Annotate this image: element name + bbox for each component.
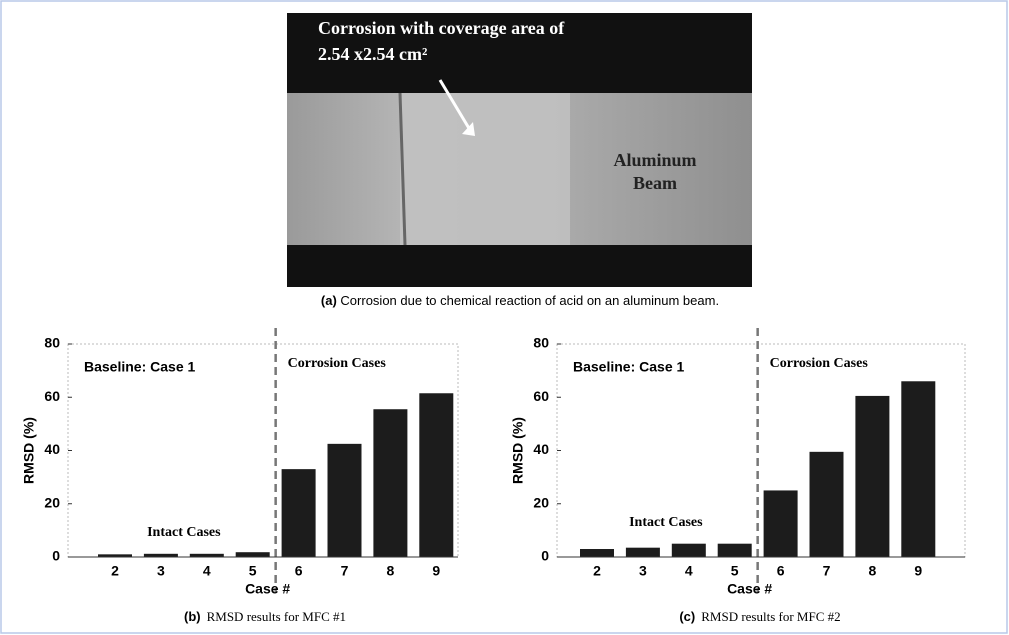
bar — [419, 393, 453, 557]
y-tick-label: 0 — [52, 548, 60, 564]
x-tick-label: 2 — [111, 563, 119, 579]
y-axis-label: RMSD (%) — [510, 417, 526, 484]
y-tick-label: 40 — [533, 441, 549, 457]
x-tick-label: 6 — [295, 563, 303, 579]
photo-annotation: Corrosion with coverage area of — [318, 18, 565, 38]
y-tick-label: 60 — [44, 388, 60, 404]
x-tick-label: 4 — [685, 563, 693, 579]
annotation: Intact Cases — [147, 525, 221, 540]
x-tick-label: 7 — [341, 563, 349, 579]
y-tick-label: 60 — [533, 388, 549, 404]
caption: (a) Corrosion due to chemical reaction o… — [321, 293, 719, 308]
y-tick-label: 80 — [44, 335, 60, 351]
caption-label: (b) — [184, 609, 201, 624]
bar — [810, 452, 844, 557]
x-tick-label: 5 — [249, 563, 257, 579]
caption: (c) RMSD results for MFC #2 — [679, 609, 840, 624]
photo-label: Beam — [633, 173, 677, 193]
y-tick-label: 40 — [44, 441, 60, 457]
y-tick-label: 0 — [541, 548, 549, 564]
x-tick-label: 3 — [639, 563, 647, 579]
bar — [855, 396, 889, 557]
bar — [718, 544, 752, 557]
bar — [626, 548, 660, 557]
x-tick-label: 9 — [432, 563, 440, 579]
x-tick-label: 4 — [203, 563, 211, 579]
corrosion-area — [400, 93, 570, 245]
x-tick-label: 8 — [869, 563, 877, 579]
annotation: Corrosion Cases — [770, 356, 869, 371]
caption-text: RMSD results for MFC #1 — [207, 609, 346, 624]
bar — [764, 490, 798, 557]
photo-annotation: 2.54 x2.54 cm² — [318, 44, 427, 64]
bar — [282, 469, 316, 557]
x-tick-label: 9 — [914, 563, 922, 579]
x-axis-label: Case # — [245, 581, 290, 597]
x-tick-label: 2 — [593, 563, 601, 579]
photo-label: Aluminum — [613, 150, 696, 170]
bar — [580, 549, 614, 557]
bar — [373, 409, 407, 557]
bar — [672, 544, 706, 557]
figure: Corrosion with coverage area of 2.54 x2.… — [0, 0, 1009, 635]
y-axis-label: RMSD (%) — [21, 417, 37, 484]
caption-text: Corrosion due to chemical reaction of ac… — [340, 293, 719, 308]
y-tick-label: 20 — [44, 494, 60, 510]
caption-label: (c) — [679, 609, 695, 624]
x-tick-label: 8 — [387, 563, 395, 579]
y-tick-label: 20 — [533, 494, 549, 510]
caption-text: RMSD results for MFC #2 — [701, 609, 840, 624]
caption: (b) RMSD results for MFC #1 — [184, 609, 346, 624]
y-tick-label: 80 — [533, 335, 549, 351]
annotation: Intact Cases — [629, 515, 703, 530]
photo: Corrosion with coverage area of 2.54 x2.… — [287, 13, 752, 287]
annotation: Baseline: Case 1 — [84, 359, 195, 375]
bar — [328, 444, 362, 557]
annotation: Baseline: Case 1 — [573, 359, 684, 375]
x-tick-label: 7 — [823, 563, 831, 579]
caption-label: (a) — [321, 293, 337, 308]
x-tick-label: 6 — [777, 563, 785, 579]
bar — [901, 381, 935, 557]
x-tick-label: 3 — [157, 563, 165, 579]
x-axis-label: Case # — [727, 581, 772, 597]
bar — [236, 552, 270, 557]
annotation: Corrosion Cases — [288, 356, 387, 371]
x-tick-label: 5 — [731, 563, 739, 579]
